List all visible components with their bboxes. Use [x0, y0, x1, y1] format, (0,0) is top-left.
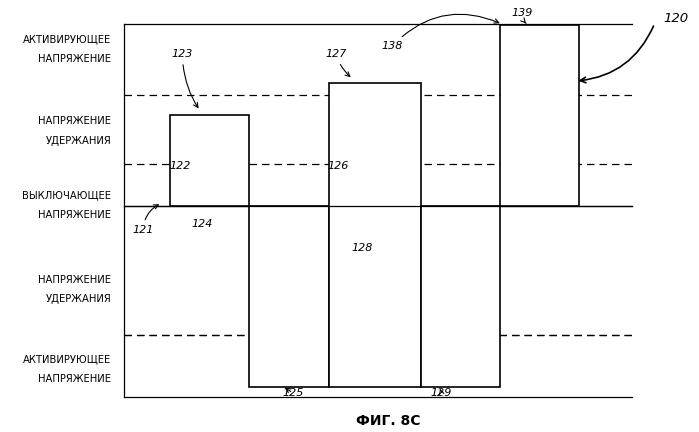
Text: 127: 127: [325, 49, 350, 76]
Bar: [171, 115, 250, 206]
Bar: [329, 83, 421, 387]
Text: 121: 121: [132, 205, 158, 235]
Text: 125: 125: [282, 388, 304, 398]
Text: НАПРЯЖЕНИЕ: НАПРЯЖЕНИЕ: [38, 54, 111, 64]
Text: УДЕРЖАНИЯ: УДЕРЖАНИЯ: [45, 294, 111, 305]
Text: 128: 128: [352, 243, 373, 253]
Text: 126: 126: [327, 162, 349, 172]
Bar: [421, 206, 500, 387]
Text: УДЕРЖАНИЯ: УДЕРЖАНИЯ: [45, 136, 111, 146]
Text: 122: 122: [169, 162, 191, 172]
Text: 120: 120: [663, 12, 689, 25]
Text: НАПРЯЖЕНИЕ: НАПРЯЖЕНИЕ: [38, 275, 111, 285]
Bar: [500, 25, 579, 206]
Text: АКТИВИРУЮЩЕЕ: АКТИВИРУЮЩЕЕ: [23, 354, 111, 364]
Text: 129: 129: [431, 388, 452, 398]
Text: ВЫКЛЮЧАЮЩЕЕ: ВЫКЛЮЧАЮЩЕЕ: [22, 191, 111, 200]
Bar: [250, 206, 329, 387]
Text: НАПРЯЖЕНИЕ: НАПРЯЖЕНИЕ: [38, 210, 111, 220]
Text: 123: 123: [172, 49, 198, 108]
Text: 124: 124: [192, 219, 213, 229]
Text: АКТИВИРУЮЩЕЕ: АКТИВИРУЮЩЕЕ: [23, 35, 111, 44]
Text: НАПРЯЖЕНИЕ: НАПРЯЖЕНИЕ: [38, 374, 111, 384]
Text: ФИГ. 8С: ФИГ. 8С: [356, 413, 420, 428]
Text: 138: 138: [381, 14, 499, 51]
Text: НАПРЯЖЕНИЕ: НАПРЯЖЕНИЕ: [38, 116, 111, 126]
Text: 139: 139: [512, 8, 533, 23]
